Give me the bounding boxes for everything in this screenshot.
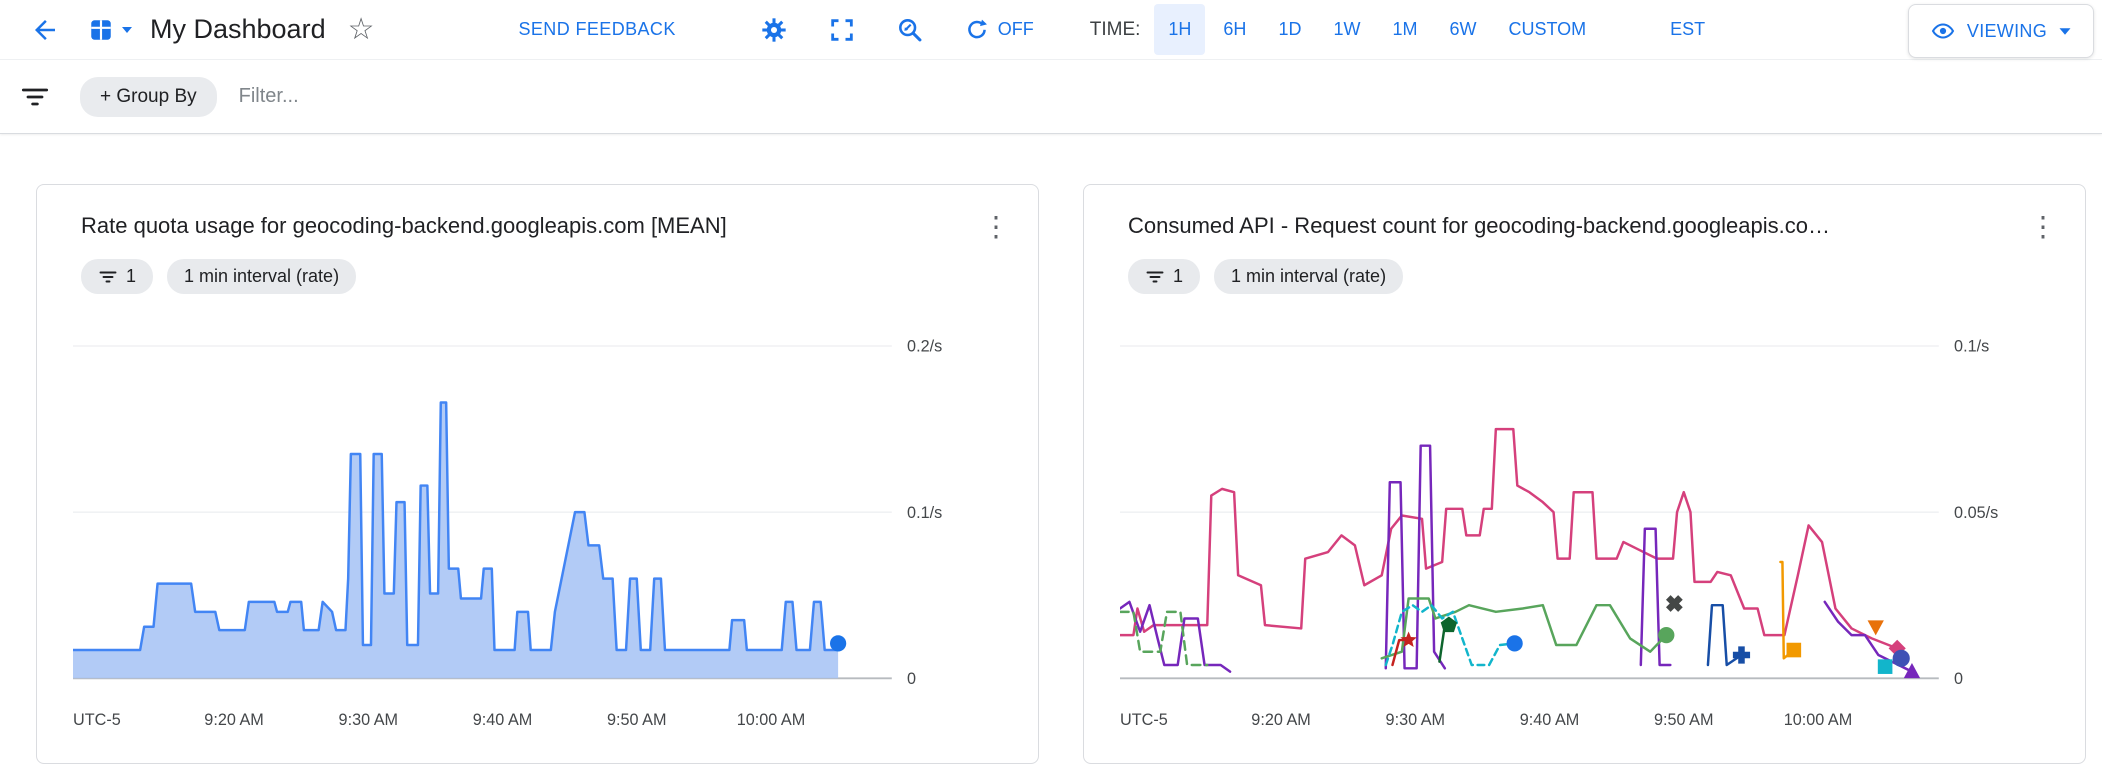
fullscreen-button[interactable] [824, 12, 860, 48]
svg-text:0: 0 [1954, 670, 1963, 688]
card-menu-button[interactable]: ⋮ [976, 207, 1016, 247]
time-range-group: 1H 6H 1D 1W 1M 6W CUSTOM [1154, 4, 1600, 55]
filter-funnel-icon [99, 271, 117, 282]
dashboard-grid-icon [91, 19, 111, 40]
zoom-magnifier-icon [898, 18, 922, 41]
chart-chip-row: 1 1 min interval (rate) [81, 259, 1010, 294]
timezone-button[interactable]: EST [1656, 4, 1719, 55]
zoom-area-button[interactable] [892, 12, 928, 48]
gear-icon [762, 17, 786, 42]
filter-bar: + Group By [0, 60, 2102, 134]
filter-count-chip[interactable]: 1 [1128, 259, 1201, 294]
viewing-label: VIEWING [1966, 20, 2047, 41]
svg-text:UTC-5: UTC-5 [73, 711, 121, 729]
time-range-1m[interactable]: 1M [1378, 4, 1431, 55]
time-label: TIME: [1089, 18, 1141, 40]
svg-text:UTC-5: UTC-5 [1120, 711, 1168, 729]
vertical-ellipsis-icon: ⋮ [2029, 211, 2057, 242]
svg-text:9:40 AM: 9:40 AM [473, 711, 533, 729]
top-toolbar: My Dashboard ☆ SEND FEEDBACK [0, 0, 2102, 60]
fullscreen-icon [831, 18, 853, 41]
time-range-6w[interactable]: 6W [1435, 4, 1490, 55]
svg-text:0.2/s: 0.2/s [907, 338, 942, 356]
dashboard-picker[interactable] [88, 17, 134, 43]
refresh-icon [967, 19, 987, 38]
svg-text:0.1/s: 0.1/s [1954, 338, 1989, 356]
consumed-api-chart[interactable]: 0.1/s 0.05/s 0 UTC-5 9:20 AM 9:30 AM 9:40 AM 9:… [1120, 300, 2060, 734]
time-range-custom[interactable]: CUSTOM [1494, 4, 1600, 55]
filter-count-value: 1 [126, 266, 137, 286]
svg-text:0.05/s: 0.05/s [1954, 504, 1998, 522]
svg-text:9:50 AM: 9:50 AM [607, 711, 667, 729]
eye-icon [1931, 23, 1955, 39]
filter-count-chip[interactable]: 1 [81, 259, 154, 294]
filter-list-button[interactable] [16, 79, 54, 115]
time-range-1d[interactable]: 1D [1264, 4, 1315, 55]
svg-text:9:40 AM: 9:40 AM [1520, 711, 1580, 729]
time-range-1w[interactable]: 1W [1319, 4, 1374, 55]
svg-text:9:50 AM: 9:50 AM [1654, 711, 1714, 729]
rate-quota-chart[interactable]: 0.2/s 0.1/s 0 UTC-5 9:20 AM 9:30 AM 9:40 AM 9:5… [73, 300, 1013, 734]
filter-count-value: 1 [1173, 266, 1184, 286]
svg-text:10:00 AM: 10:00 AM [1784, 711, 1853, 729]
dashboard-grid: Rate quota usage for geocoding-backend.g… [0, 134, 2102, 764]
time-range-1h[interactable]: 1H [1154, 4, 1206, 55]
chart-card-consumed-api: Consumed API - Request count for geocodi… [1083, 184, 2086, 764]
interval-chip[interactable]: 1 min interval (rate) [167, 259, 357, 294]
back-arrow-icon [35, 19, 55, 40]
refresh-state-label: OFF [997, 19, 1034, 39]
chevron-down-icon [122, 26, 132, 33]
auto-refresh-toggle[interactable]: OFF [964, 17, 1034, 43]
group-by-chip[interactable]: + Group By [80, 76, 217, 117]
chevron-down-icon [2059, 27, 2071, 35]
filter-funnel-icon [21, 88, 49, 105]
send-feedback-link[interactable]: SEND FEEDBACK [518, 19, 676, 39]
svg-text:0.1/s: 0.1/s [907, 504, 942, 522]
filter-input[interactable] [238, 85, 659, 108]
svg-text:9:20 AM: 9:20 AM [204, 711, 264, 729]
star-icon: ☆ [347, 12, 375, 46]
svg-text:10:00 AM: 10:00 AM [737, 711, 806, 729]
chart-card-rate-quota: Rate quota usage for geocoding-backend.g… [36, 184, 1039, 764]
chart-chip-row: 1 1 min interval (rate) [1128, 259, 2057, 294]
chart-title: Consumed API - Request count for geocodi… [1128, 213, 1830, 238]
chart-title: Rate quota usage for geocoding-backend.g… [81, 213, 727, 238]
svg-text:9:20 AM: 9:20 AM [1251, 711, 1311, 729]
svg-text:0: 0 [907, 670, 916, 688]
vertical-ellipsis-icon: ⋮ [982, 211, 1010, 242]
toolbar-actions [756, 12, 928, 48]
interval-chip[interactable]: 1 min interval (rate) [1214, 259, 1404, 294]
favorite-star-button[interactable]: ☆ [344, 11, 379, 49]
back-button[interactable] [26, 11, 64, 49]
filter-funnel-icon [1146, 271, 1164, 282]
viewing-dropdown[interactable]: VIEWING [1907, 4, 2094, 58]
page-title: My Dashboard [150, 14, 326, 44]
svg-text:9:30 AM: 9:30 AM [1386, 711, 1446, 729]
svg-text:9:30 AM: 9:30 AM [339, 711, 399, 729]
card-menu-button[interactable]: ⋮ [2023, 207, 2063, 247]
time-range-6h[interactable]: 6H [1209, 4, 1260, 55]
settings-button[interactable] [756, 12, 792, 48]
